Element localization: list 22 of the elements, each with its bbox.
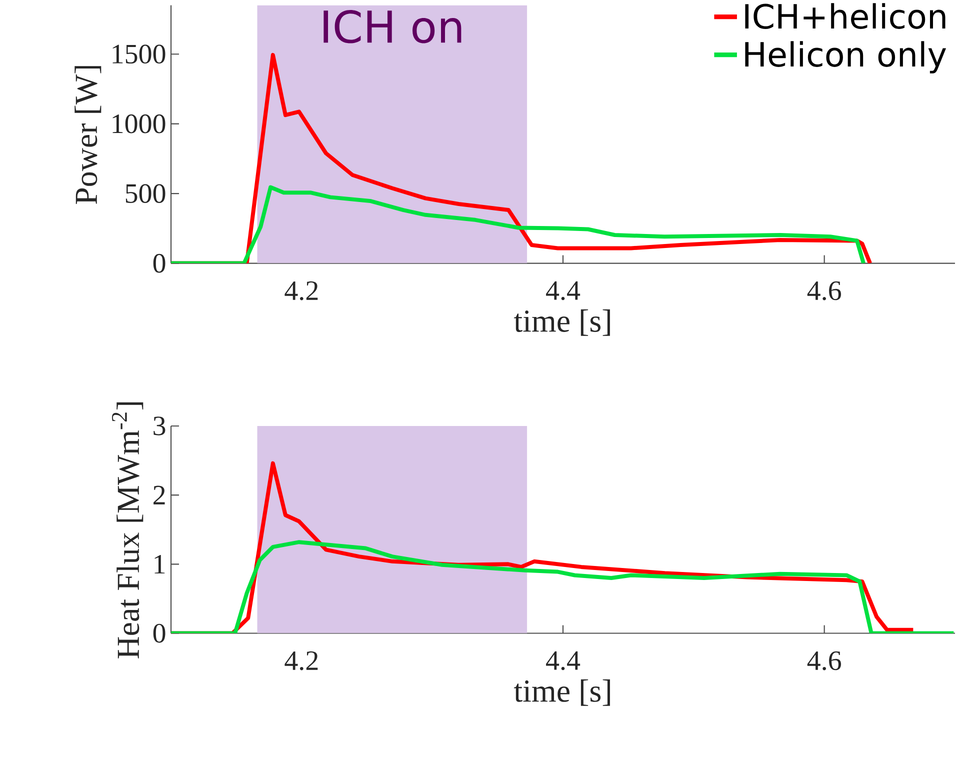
- x-tick-label: 4.6: [807, 651, 842, 670]
- band-label: ICH on: [324, 10, 462, 44]
- legend-label: ICH+helicon: [745, 3, 946, 29]
- x-tick-label: 4.4: [546, 651, 580, 670]
- y-tick-label: 1: [154, 554, 165, 574]
- y-tick-label: 2: [154, 486, 165, 504]
- line-series: [171, 185, 866, 264]
- y-tick-label: 3: [154, 416, 166, 436]
- x-tick-label: 4.6: [807, 281, 842, 300]
- x-tick-label: 4.2: [284, 281, 318, 300]
- x-axis-title: time [s]: [514, 309, 610, 336]
- y-axis-title: Power [W]: [74, 66, 102, 204]
- y-tick-label: 500: [126, 184, 166, 204]
- x-tick-label: 4.4: [546, 281, 580, 300]
- x-axis-title: time [s]: [514, 679, 610, 706]
- y-tick-label: 0: [153, 624, 166, 643]
- y-tick-label: 0: [153, 254, 166, 273]
- legend-label: Helicon only: [745, 41, 946, 74]
- y-tick-label: 1500: [112, 44, 166, 64]
- x-tick-label: 4.2: [284, 651, 318, 670]
- y-tick-label: 1000: [112, 114, 166, 134]
- y-axis-title: Heat Flux [MWm$^{-2}$]: [112, 402, 144, 658]
